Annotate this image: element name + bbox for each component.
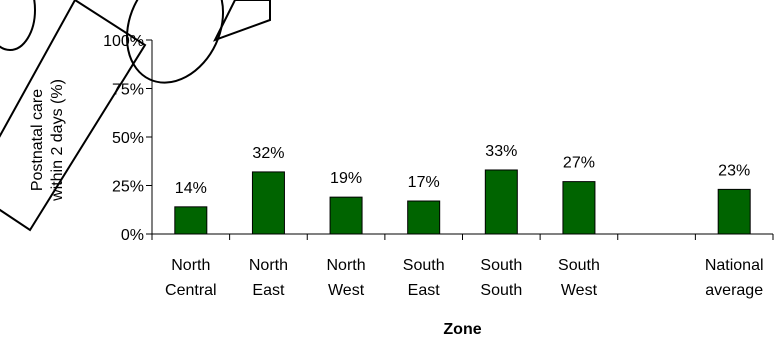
x-tick-label: South	[480, 282, 522, 299]
x-tick-label: South	[558, 257, 600, 274]
x-axis-title: Zone	[443, 321, 481, 338]
bar	[174, 206, 208, 235]
x-tick-label: East	[252, 282, 285, 299]
watermark	[0, 0, 271, 232]
bar	[407, 200, 441, 235]
data-label: 19%	[330, 170, 362, 187]
data-label: 17%	[408, 174, 440, 191]
labels: 14% North Central 32% North East 19% North West 1…	[29, 79, 764, 338]
x-tick-label: average	[705, 282, 763, 299]
bar	[717, 188, 751, 235]
x-tick-label: Central	[165, 282, 217, 299]
bar	[329, 196, 363, 235]
bar	[562, 181, 596, 235]
bar	[251, 171, 285, 235]
data-label: 27%	[563, 155, 595, 172]
x-tick-label: North	[327, 257, 366, 274]
data-label: 32%	[252, 145, 284, 162]
x-tick-label: North	[249, 257, 288, 274]
x-tick-label: East	[408, 282, 441, 299]
y-tick-label: 25%	[112, 179, 144, 196]
x-tick-label: North	[171, 257, 210, 274]
y-axis-title-line: within 2 days (%)	[49, 79, 66, 202]
x-tick-label: West	[561, 282, 598, 299]
x-tick-label: National	[705, 257, 764, 274]
y-tick-label: 50%	[112, 130, 144, 147]
bar	[484, 169, 518, 235]
bars	[174, 169, 751, 235]
x-tick-label: South	[480, 257, 522, 274]
data-label: 14%	[175, 180, 207, 197]
y-tick-label: 0%	[121, 227, 144, 244]
y-tick-label: 100%	[103, 33, 144, 50]
data-label: 23%	[718, 162, 750, 179]
y-axis-title: Postnatal care within 2 days (%)	[29, 79, 66, 202]
y-tick-label: 75%	[112, 82, 144, 99]
x-tick-label: West	[328, 282, 365, 299]
y-axis-title-line: Postnatal care	[29, 89, 46, 191]
data-label: 33%	[485, 143, 517, 160]
x-tick-label: South	[403, 257, 445, 274]
